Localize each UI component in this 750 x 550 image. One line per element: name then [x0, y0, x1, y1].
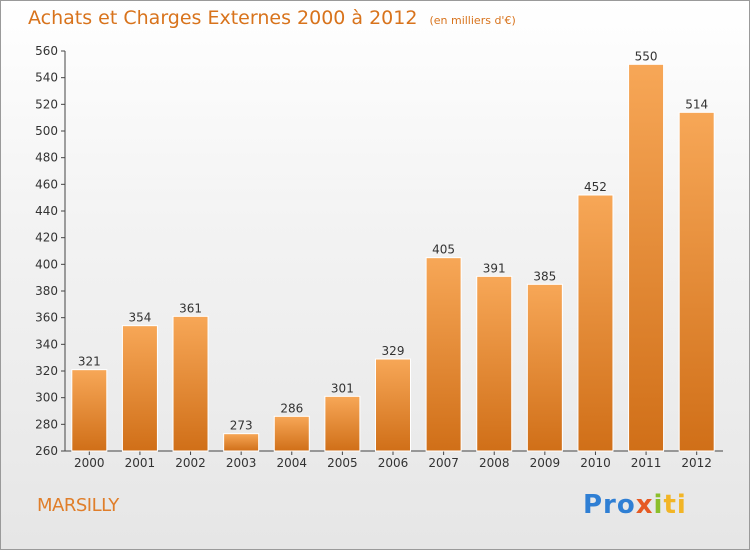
y-tick-label: 500: [35, 124, 58, 138]
x-tick-label: 2012: [681, 456, 712, 470]
x-tick-label: 2010: [580, 456, 611, 470]
y-tick-label: 380: [35, 284, 58, 298]
y-tick-label: 340: [35, 337, 58, 351]
chart-title-text: Achats et Charges Externes 2000 à 2012: [28, 7, 418, 29]
data-label-2003: 273: [230, 419, 253, 433]
data-label-2009: 385: [533, 269, 556, 283]
y-tick-label: 360: [35, 311, 58, 325]
y-tick-label: 280: [35, 417, 58, 431]
logo-part: Pro: [583, 490, 636, 520]
logo-part: ti: [663, 490, 687, 520]
x-tick-label: 2007: [428, 456, 459, 470]
x-tick-label: 2009: [530, 456, 561, 470]
data-label-2001: 354: [128, 311, 151, 325]
bar-2011: [628, 63, 665, 452]
x-tick-label: 2001: [125, 456, 156, 470]
x-tick-label: 2000: [74, 456, 105, 470]
y-tick-label: 460: [35, 177, 58, 191]
bar-2010: [577, 194, 614, 452]
data-label-2000: 321: [78, 355, 101, 369]
bar-2009: [526, 283, 563, 452]
y-tick-label: 540: [35, 71, 58, 85]
bar-2012: [678, 111, 715, 452]
bar-2002: [172, 315, 209, 452]
y-tick-label: 300: [35, 391, 58, 405]
city-name: MARSILLY: [37, 495, 119, 516]
bar-2007: [425, 257, 462, 452]
bar-2001: [121, 325, 158, 452]
bar-2003: [223, 433, 260, 452]
bar-2004: [273, 415, 310, 452]
data-label-2006: 329: [382, 344, 405, 358]
data-labels: 321 354 361 273 286 301 329 405 391 385 452 550 514: [78, 49, 708, 432]
data-label-2007: 405: [432, 243, 455, 257]
y-tick-label: 400: [35, 257, 58, 271]
x-tick-label: 2003: [226, 456, 257, 470]
x-tick-label: 2005: [327, 456, 358, 470]
x-tick-label: 2008: [479, 456, 510, 470]
data-label-2012: 514: [685, 97, 708, 111]
x-tick-label: 2011: [631, 456, 662, 470]
data-label-2008: 391: [483, 261, 506, 275]
y-tick-label: 260: [35, 444, 58, 458]
data-label-2002: 361: [179, 301, 202, 315]
y-axis: 260 280 300 320 340 360 380 400 420 440 460 480 500 5…: [35, 44, 66, 458]
bar-2008: [476, 275, 513, 452]
x-tick-label: 2004: [276, 456, 307, 470]
x-tick-label: 2002: [175, 456, 206, 470]
chart-unit: (en milliers d'€): [429, 14, 516, 27]
data-label-2011: 550: [635, 49, 658, 63]
logo-part: i: [653, 490, 664, 520]
bar-2000: [71, 369, 108, 452]
bar-2005: [324, 395, 361, 452]
logo-part: x: [635, 490, 654, 520]
y-tick-label: 520: [35, 97, 58, 111]
chart-title: Achats et Charges Externes 2000 à 2012 (e…: [28, 7, 516, 29]
x-axis: 2000 2001 2002 2003 2004 2005 2006 2007 2008 2009…: [65, 450, 723, 470]
proxiti-logo[interactable]: Proxiti: [583, 490, 687, 520]
bars: [71, 63, 715, 452]
x-tick-label: 2006: [378, 456, 409, 470]
bar-2006: [375, 358, 411, 452]
y-tick-label: 440: [35, 204, 58, 218]
data-label-2004: 286: [280, 401, 303, 415]
y-tick-label: 480: [35, 151, 58, 165]
data-label-2010: 452: [584, 180, 607, 194]
y-tick-label: 320: [35, 364, 58, 378]
y-tick-label: 560: [35, 44, 58, 58]
data-label-2005: 301: [331, 381, 354, 395]
y-tick-label: 420: [35, 231, 58, 245]
